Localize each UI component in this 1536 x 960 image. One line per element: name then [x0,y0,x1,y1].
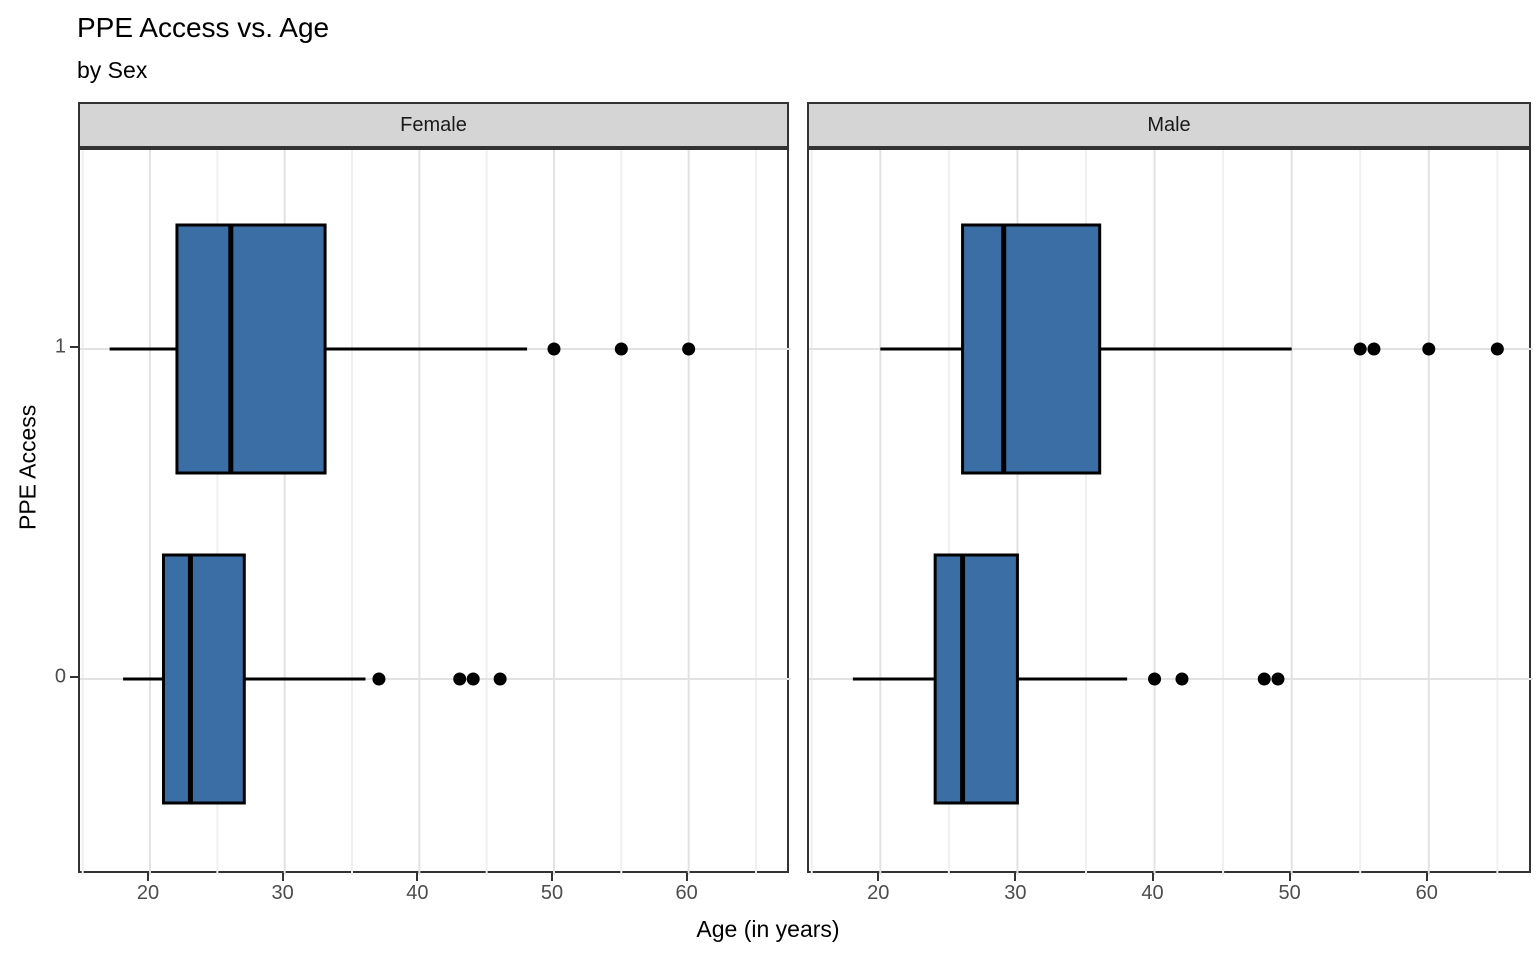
outlier-point [372,672,386,686]
x-tick-mark [416,873,419,881]
x-tick-mark [147,873,150,881]
outlier-point [1257,672,1271,686]
facet-strip-female: Female [78,102,789,148]
x-tick-label: 50 [1278,882,1301,904]
facet-strip-male: Male [807,102,1531,148]
chart-subtitle: by Sex [77,57,148,83]
x-tick-mark [551,873,553,881]
x-tick-mark [1014,873,1017,881]
boxplot-box [175,223,327,475]
outlier-point [453,672,467,686]
x-tick-mark [1151,873,1154,881]
x-tick-mark [1288,873,1291,881]
x-tick-mark [685,873,688,881]
boxplot-box [961,223,1102,475]
outlier-point [1271,672,1285,686]
panel-canvas-male [809,150,1533,875]
outlier-point [1175,672,1189,686]
x-tick-mark [877,873,880,881]
outlier-point [1422,342,1436,356]
y-tick-mark [70,346,78,348]
x-tick-label: 50 [540,882,564,904]
x-tick-label: 30 [271,882,294,904]
facet-strip-label: Female [400,113,467,136]
outlier-point [1367,342,1381,356]
x-tick-label: 20 [867,882,890,904]
x-tick-mark [281,873,284,881]
x-tick-label: 40 [1141,882,1164,904]
outlier-point [614,342,628,356]
x-tick-label: 30 [1004,882,1027,904]
x-tick-label: 60 [675,882,698,904]
chart-title: PPE Access vs. Age [77,12,330,43]
x-tick-label: 60 [1415,882,1438,904]
facet-strip-label: Male [1147,113,1191,136]
outlier-point [466,672,480,686]
x-axis-title: Age (in years) [696,916,840,942]
panel-canvas-female [80,150,791,875]
outlier-point [547,342,561,356]
outlier-point [493,672,507,686]
boxplot-box [933,553,1019,805]
x-tick-label: 20 [136,882,160,904]
x-tick-mark [1425,873,1428,881]
y-tick-label: 0 [54,665,66,688]
y-axis-title: PPE Access [14,404,41,530]
outlier-point [1148,672,1162,686]
facet-panel-male [807,148,1533,875]
facet-panel-female [78,148,791,875]
y-tick-label: 1 [54,335,66,358]
outlier-point [1490,342,1504,356]
outlier-point [1353,342,1367,356]
x-tick-label: 40 [406,882,429,904]
y-tick-mark [70,676,78,678]
boxplot-box [161,553,246,805]
outlier-point [682,342,696,356]
